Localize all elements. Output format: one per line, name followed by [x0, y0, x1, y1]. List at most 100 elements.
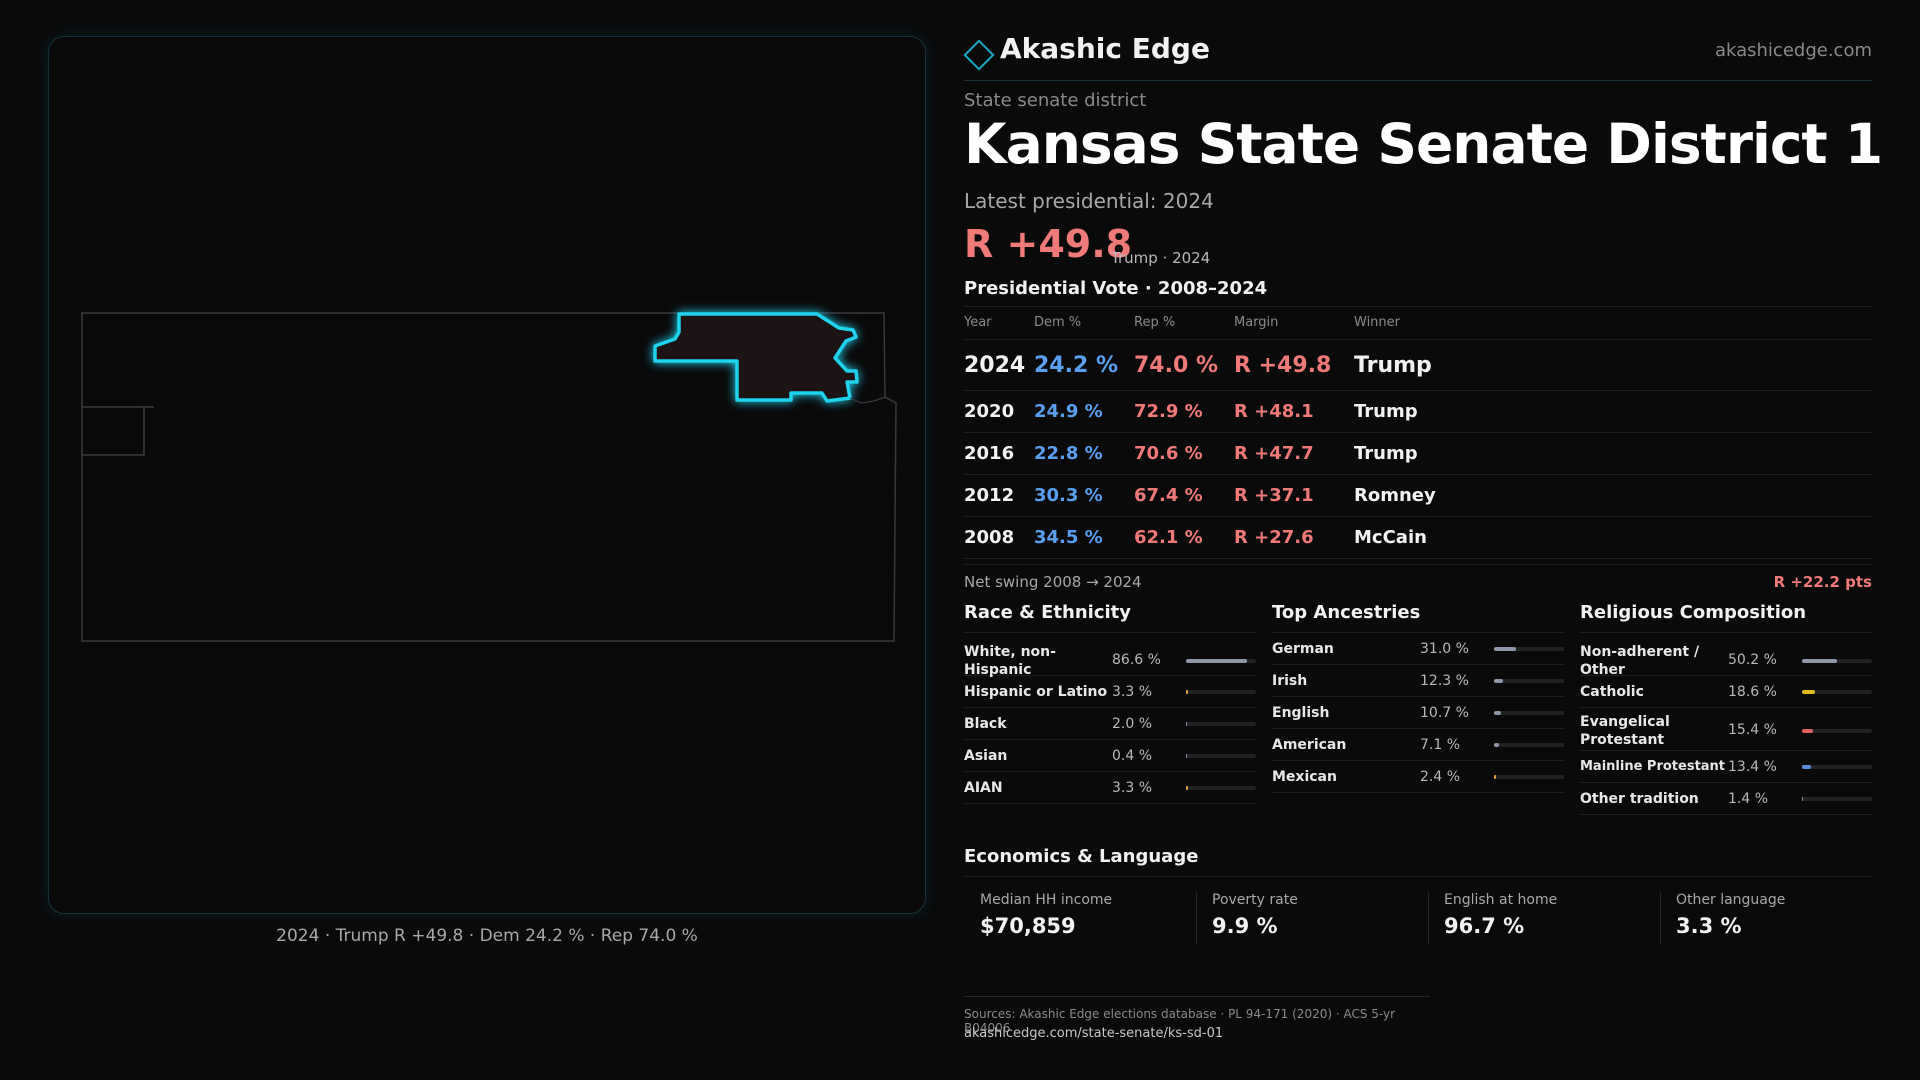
list-item: Irish 12.3 %: [1272, 665, 1564, 697]
stat-divider: [1428, 892, 1429, 944]
item-label: Black: [964, 716, 1007, 732]
stat-value: $70,859: [980, 914, 1076, 938]
col-winner-header: Winner: [1354, 315, 1401, 330]
permalink[interactable]: akashicedge.com/state-senate/ks-sd-01: [964, 1026, 1224, 1041]
stat-label: Median HH income: [980, 892, 1113, 908]
item-label: Irish: [1272, 673, 1308, 689]
item-bar: [1494, 775, 1564, 779]
item-value: 2.0 %: [1112, 716, 1153, 732]
item-bar-fill: [1802, 797, 1804, 801]
dem-cell: 22.8 %: [1034, 443, 1103, 464]
item-value: 3.3 %: [1112, 780, 1153, 796]
item-label: Evangelical Protestant: [1580, 714, 1670, 748]
district-map-panel[interactable]: [48, 36, 926, 914]
religion-section: Religious Composition Non-adherent / Oth…: [1580, 602, 1872, 815]
rep-cell: 70.6 %: [1134, 443, 1203, 464]
stat-median-income: Median HH income $70,859: [964, 892, 1196, 944]
stat-label: Poverty rate: [1212, 892, 1298, 908]
item-bar: [1802, 690, 1872, 694]
presidential-vote-table: Year Dem % Rep % Margin Winner 2024 24.2…: [964, 306, 1872, 559]
river-edge: [849, 396, 886, 404]
rep-cell: 62.1 %: [1134, 527, 1203, 548]
stat-divider: [1196, 892, 1197, 944]
stat-poverty-rate: Poverty rate 9.9 %: [1196, 892, 1428, 944]
table-row: 2020 24.9 % 72.9 % R +48.1 Trump: [964, 390, 1872, 432]
col-rep-header: Rep %: [1134, 315, 1176, 330]
net-swing: Net swing 2008 → 2024 R +22.2 pts: [964, 564, 1872, 591]
district-map[interactable]: [49, 37, 927, 915]
item-label: English: [1272, 705, 1330, 721]
item-value: 31.0 %: [1420, 641, 1469, 657]
item-label: Mainline Protestant: [1580, 759, 1726, 774]
net-swing-label: Net swing 2008 → 2024: [964, 573, 1142, 591]
list-item: Evangelical Protestant 15.4 %: [1580, 708, 1872, 751]
item-label: White, non-Hispanic: [964, 644, 1056, 678]
year-cell: 2020: [964, 401, 1015, 422]
net-swing-value: R +22.2 pts: [1773, 573, 1872, 591]
brand-name[interactable]: Akashic Edge: [1000, 32, 1210, 65]
item-bar-fill: [1186, 722, 1188, 726]
item-value: 12.3 %: [1420, 673, 1469, 689]
stat-divider: [1660, 892, 1661, 944]
item-bar-fill: [1494, 743, 1499, 747]
item-bar: [1186, 722, 1256, 726]
list-item: English 10.7 %: [1272, 697, 1564, 729]
item-value: 1.4 %: [1728, 791, 1769, 807]
year-cell: 2012: [964, 485, 1015, 506]
item-value: 86.6 %: [1112, 652, 1161, 668]
item-bar: [1802, 729, 1872, 733]
table-row: 2008 34.5 % 62.1 % R +27.6 McCain: [964, 516, 1872, 559]
list-item: Hispanic or Latino 3.3 %: [964, 676, 1256, 708]
col-margin-header: Margin: [1234, 315, 1279, 330]
item-label: AIAN: [964, 780, 1003, 796]
table-header: Year Dem % Rep % Margin Winner: [964, 306, 1872, 339]
diamond-logo-icon: [963, 39, 995, 71]
item-label: Hispanic or Latino: [964, 684, 1108, 700]
stat-value: 9.9 %: [1212, 914, 1278, 938]
winner-cell: McCain: [1354, 527, 1427, 548]
winner-cell: Trump: [1354, 401, 1418, 422]
item-bar-fill: [1494, 711, 1502, 715]
brand-url-link[interactable]: akashicedge.com: [1714, 40, 1872, 61]
map-caption: 2024 · Trump R +49.8 · Dem 24.2 % · Rep …: [276, 926, 698, 946]
item-bar-fill: [1186, 786, 1189, 790]
item-bar: [1802, 765, 1872, 769]
rep-cell: 74.0 %: [1134, 353, 1218, 378]
rep-cell: 72.9 %: [1134, 401, 1203, 422]
item-bar-fill: [1186, 690, 1189, 694]
district-shape[interactable]: [653, 312, 859, 403]
item-value: 0.4 %: [1112, 748, 1153, 764]
stat-label: Other language: [1676, 892, 1786, 908]
item-label: Catholic: [1580, 684, 1644, 700]
item-value: 3.3 %: [1112, 684, 1153, 700]
list-item: Mexican 2.4 %: [1272, 761, 1564, 793]
item-bar-fill: [1494, 775, 1496, 779]
list-item: Catholic 18.6 %: [1580, 676, 1872, 708]
item-label: Mexican: [1272, 769, 1337, 785]
table-row: 2024 24.2 % 74.0 % R +49.8 Trump: [964, 339, 1872, 390]
margin-cell: R +27.6: [1234, 527, 1314, 548]
year-cell: 2008: [964, 527, 1015, 548]
col-dem-header: Dem %: [1034, 315, 1082, 330]
stat-value: 96.7 %: [1444, 914, 1525, 938]
state-outline: [81, 312, 897, 642]
item-label: Other tradition: [1580, 791, 1699, 807]
list-item: Black 2.0 %: [964, 708, 1256, 740]
item-label: Non-adherent / Other: [1580, 644, 1700, 678]
stat-label: English at home: [1444, 892, 1558, 908]
stat-other-language: Other language 3.3 %: [1660, 892, 1872, 944]
item-bar-fill: [1802, 765, 1812, 769]
item-label: Asian: [964, 748, 1008, 764]
race-ethnicity-section: Race & Ethnicity White, non-Hispanic 86.…: [964, 602, 1256, 804]
item-value: 18.6 %: [1728, 684, 1777, 700]
list-item: Other tradition 1.4 %: [1580, 783, 1872, 815]
item-bar-fill: [1802, 690, 1816, 694]
item-bar: [1186, 659, 1256, 663]
margin-cell: R +49.8: [1234, 353, 1332, 378]
dem-cell: 30.3 %: [1034, 485, 1103, 506]
ancestries-title: Top Ancestries: [1272, 602, 1564, 633]
dem-cell: 24.2 %: [1034, 353, 1118, 378]
inset-box: [82, 406, 154, 456]
item-bar: [1494, 711, 1564, 715]
list-item: Asian 0.4 %: [964, 740, 1256, 772]
